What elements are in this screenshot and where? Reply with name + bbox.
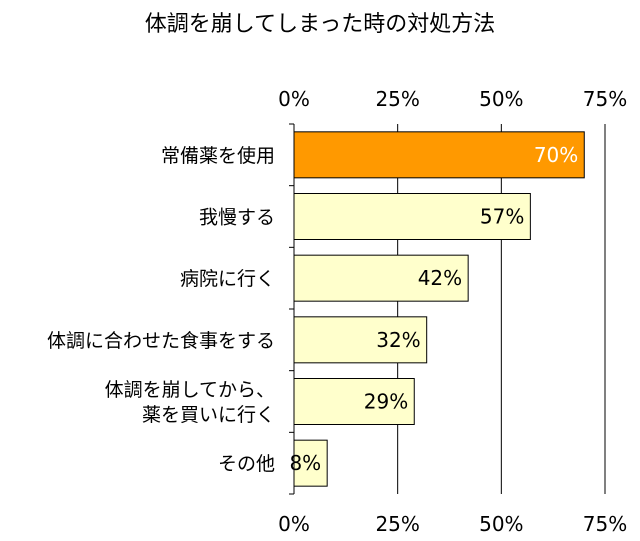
top-x-tick-label: 50%: [479, 87, 523, 111]
bottom-x-tick-labels: 0% 25% 50% 75%: [278, 512, 627, 536]
top-x-tick-labels: 0% 25% 50% 75%: [278, 87, 627, 111]
value-label: 57%: [480, 205, 524, 229]
category-labels: 常備薬を使用我慢する病院に行く体調に合わせた食事をする体調を崩してから、薬を買い…: [47, 145, 275, 475]
y-axis: [289, 123, 295, 495]
chart-title: 体調を崩してしまった時の対処方法: [144, 12, 496, 37]
bottom-x-tick-label: 50%: [479, 512, 523, 536]
category-label: 体調に合わせた食事をする: [47, 330, 275, 352]
value-label: 8%: [289, 451, 321, 475]
category-label: その他: [218, 453, 275, 475]
value-label: 29%: [364, 390, 408, 414]
category-label: 病院に行く: [180, 268, 275, 290]
value-label: 70%: [534, 143, 578, 167]
bar: [293, 378, 415, 425]
category-label: 我慢する: [199, 207, 275, 229]
category-label: 薬を買いに行く: [142, 404, 275, 426]
bar: [293, 439, 328, 487]
bar: [293, 316, 428, 364]
value-label: 42%: [418, 266, 462, 290]
bottom-x-tick-label: 75%: [583, 512, 627, 536]
top-x-tick-label: 0%: [278, 87, 310, 111]
bar: [293, 193, 531, 240]
top-x-tick-label: 25%: [375, 87, 419, 111]
bars: [293, 131, 585, 487]
value-label: 32%: [376, 328, 420, 352]
category-label: 常備薬を使用: [161, 145, 275, 167]
category-label: 体調を崩してから、: [105, 379, 275, 401]
top-x-tick-label: 75%: [583, 87, 627, 111]
bar: [293, 254, 469, 302]
grid-lines: [397, 124, 606, 494]
bar: [293, 131, 585, 179]
bottom-x-tick-label: 25%: [375, 512, 419, 536]
bottom-x-tick-label: 0%: [278, 512, 310, 536]
value-labels: 70% 57% 42% 32% 29% 8%: [289, 143, 578, 475]
